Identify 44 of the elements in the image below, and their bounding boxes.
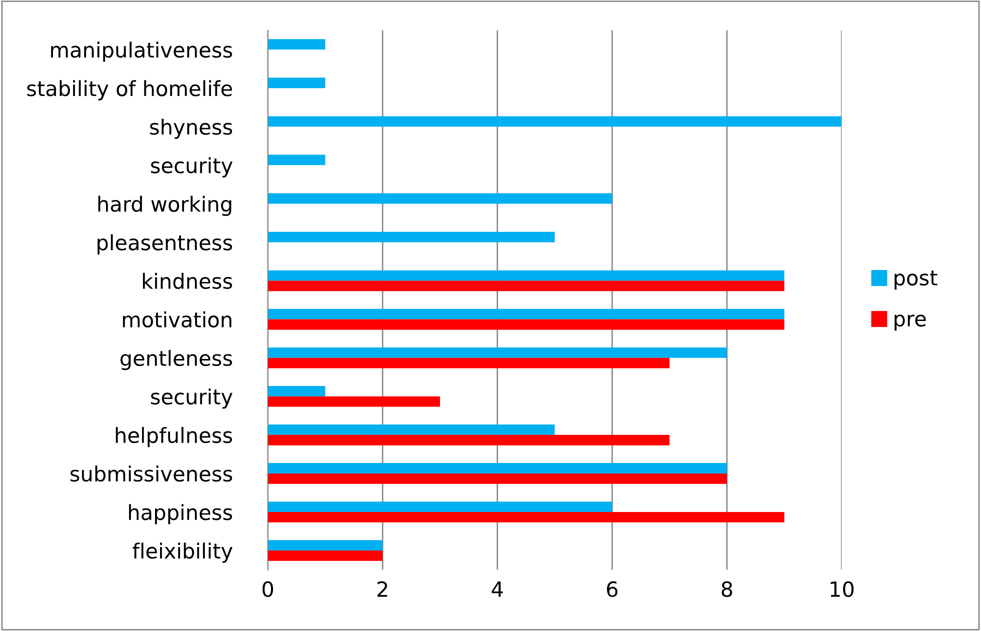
bar [268,193,612,204]
x-tick-label: 2 [377,581,388,597]
y-tick-label: motivation [122,311,232,328]
y-tick-label: hard working [98,196,232,216]
x-tick-label: 0 [262,581,274,598]
bar [268,396,440,407]
bar [268,308,784,320]
y-tick-label: submissiveness [70,466,232,482]
bar [268,473,727,484]
legend-label: post [894,270,938,290]
bar [268,358,670,368]
y-tick-label: shyness [150,118,232,139]
x-tick-label: 10 [830,581,854,598]
bar [268,280,784,292]
bar [268,540,383,551]
x-tick-label: 4 [492,582,503,597]
y-tick-label: helpfulness [116,427,232,448]
y-tick-label: fleixibility [132,542,232,563]
y-tick-label: stability of homelife [27,80,232,100]
y-tick-label: pleasentness [98,234,232,254]
bar [268,424,555,435]
bar [268,434,670,446]
bar [268,463,727,474]
bar [268,39,326,50]
y-tick-label: gentleness [120,350,232,370]
x-tick-label: 8 [722,581,732,598]
bar [268,232,555,242]
y-tick-label: happiness [129,504,232,524]
y-tick-label: manipulativeness [51,42,232,62]
bar [268,270,784,281]
y-tick-label: kindness [142,272,232,289]
bar [268,78,326,88]
x-tick-label: 6 [606,581,618,598]
bar [268,116,842,127]
legend-label: pre [894,314,926,331]
bar [268,386,326,396]
y-tick-label: security [151,157,232,178]
bar [268,347,727,358]
bar [268,319,784,330]
bar [268,154,326,166]
bar [268,550,383,561]
bar [268,512,784,522]
bar [268,502,612,512]
y-tick-label: security [151,388,232,409]
